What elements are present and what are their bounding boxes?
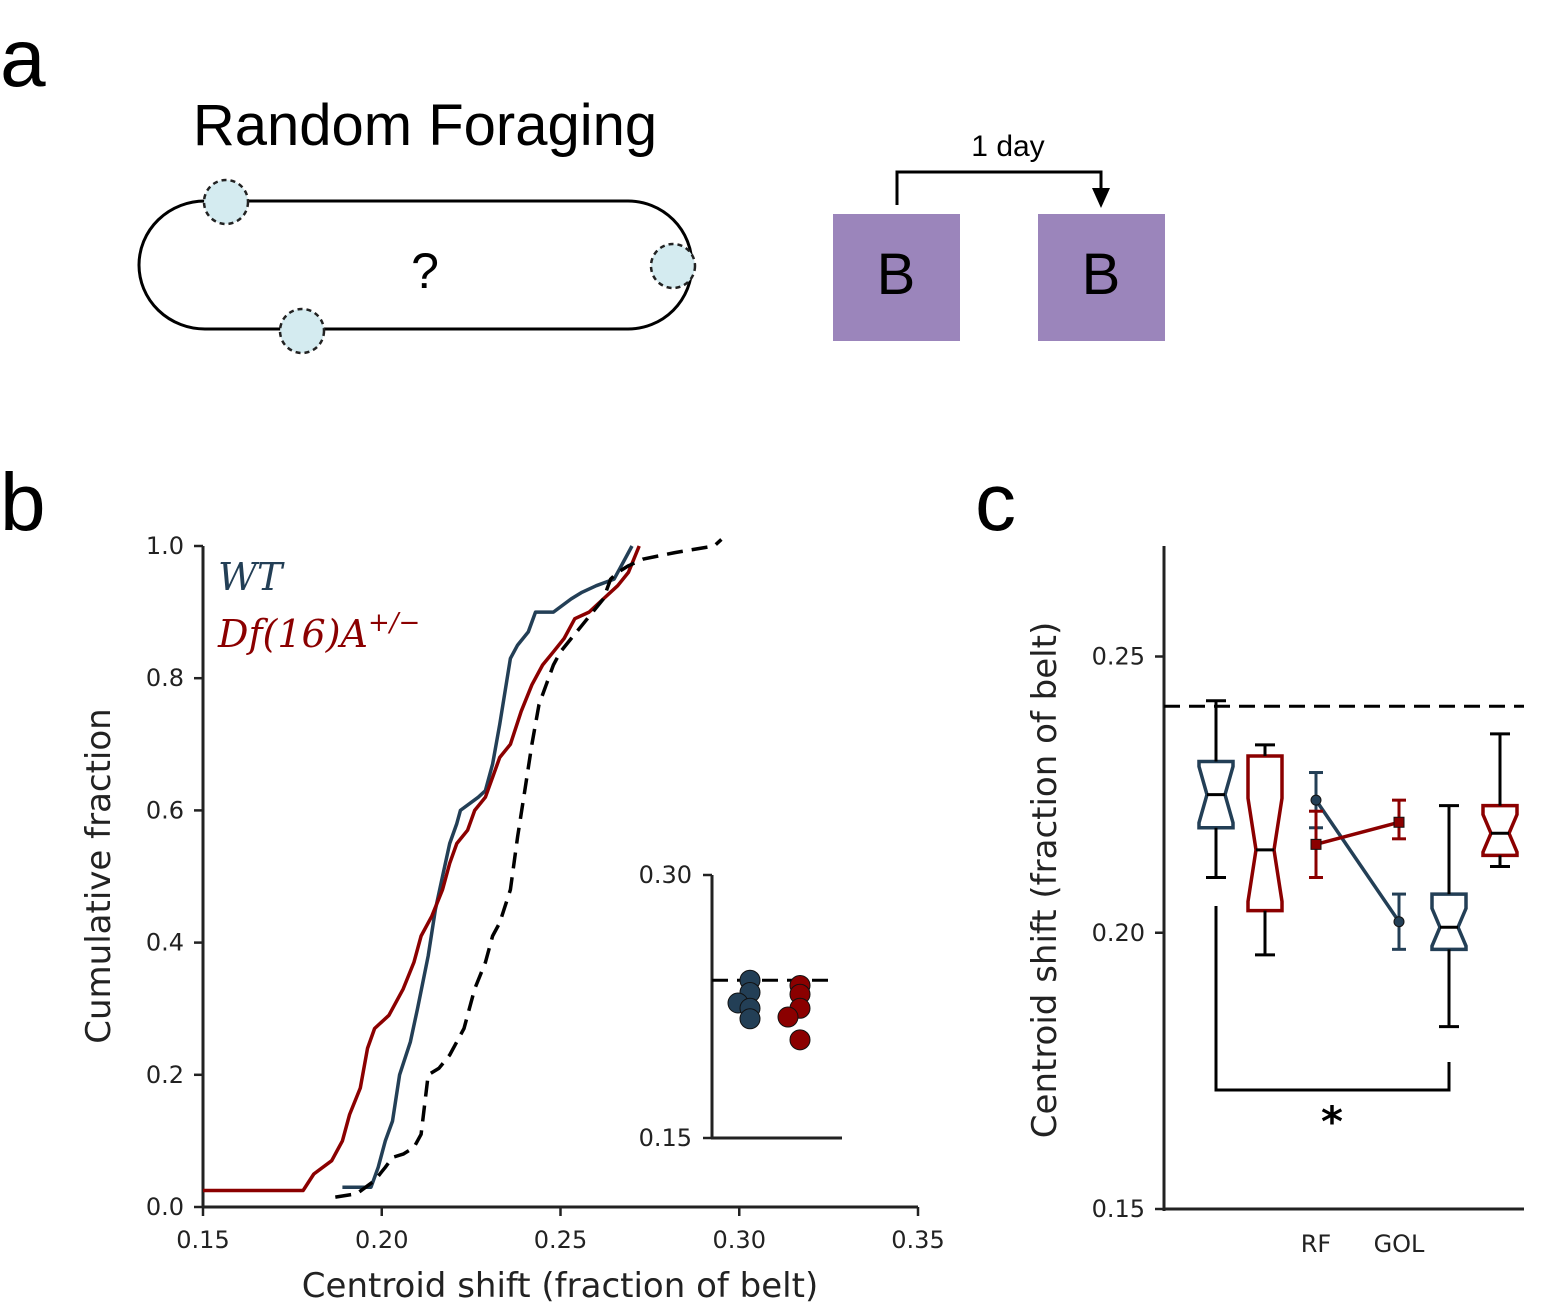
reward-zone-3 xyxy=(278,307,326,355)
legend-df-superscript: +/− xyxy=(368,608,420,638)
panel-b-y-label: Cumulative fraction xyxy=(79,708,119,1043)
c-x-tick-label: GOL xyxy=(1374,1230,1425,1258)
mean-marker-df xyxy=(1393,816,1405,828)
session-box-2 xyxy=(1038,214,1165,341)
box-wt-RF xyxy=(1197,759,1235,830)
panel-b-cdf-lines xyxy=(203,538,723,1199)
y-tick-label: 0.6 xyxy=(146,796,184,824)
panel-c-x-ticks: RF GOL xyxy=(1301,1230,1425,1258)
y-tick-label: 0.0 xyxy=(146,1193,184,1221)
inset-point-wt xyxy=(739,1008,761,1030)
inset-points xyxy=(712,969,834,1051)
belt-track xyxy=(137,199,694,331)
panel-b-y-ticks: 0.0 0.2 0.4 0.6 0.8 1.0 xyxy=(146,532,203,1221)
interval-bracket xyxy=(895,170,1103,205)
panel-b-letter: b xyxy=(0,457,46,548)
panel-a-letter: a xyxy=(0,13,46,104)
panel-b-x-ticks: 0.15 0.20 0.25 0.30 0.35 xyxy=(176,1207,945,1254)
legend-df: Df(16)A+/− xyxy=(217,608,420,656)
panel-c-plot xyxy=(1164,699,1524,1092)
significance-marker: * xyxy=(1321,1097,1343,1146)
reward-zone-2 xyxy=(649,242,697,290)
unknown-reward-marker: ? xyxy=(411,243,439,299)
c-y-tick-label: 0.15 xyxy=(1092,1195,1145,1223)
c-y-tick-label: 0.25 xyxy=(1092,643,1145,671)
panel-c: c 0.25 0.20 0.15 RF GOL Centroid shift (fra… xyxy=(975,457,1524,1258)
y-tick-label: 0.2 xyxy=(146,1061,184,1089)
y-tick-label: 1.0 xyxy=(146,532,184,560)
session-box-1-label: B xyxy=(877,242,916,307)
c-y-tick-label: 0.20 xyxy=(1092,919,1145,947)
x-tick-label: 0.20 xyxy=(355,1226,408,1254)
panel-b: b 0.15 0.20 0.25 0.30 0.35 0.0 0.2 0.4 0.6 0.8 1.… xyxy=(0,457,945,1304)
interval-label: 1 day xyxy=(971,130,1044,163)
cdf-line-shuffle xyxy=(335,538,723,1199)
legend-df-name: Df(16)A xyxy=(217,612,368,656)
x-tick-label: 0.35 xyxy=(891,1226,944,1254)
panel-a: a Random Foraging ? 1 day B B xyxy=(0,13,1165,355)
y-tick-label: 0.8 xyxy=(146,664,184,692)
y-tick-label: 0.4 xyxy=(146,929,184,957)
cdf-line-df xyxy=(203,545,641,1193)
cdf-line-wt xyxy=(342,545,634,1189)
panel-c-y-label: Centroid shift (fraction of belt) xyxy=(1025,622,1065,1138)
session-box-1 xyxy=(833,214,960,341)
inset-y-tick-label: 0.30 xyxy=(639,861,692,889)
box-df-RF xyxy=(1246,754,1284,913)
box-df-GOL xyxy=(1481,803,1519,858)
mean-line-df xyxy=(1315,820,1400,847)
significance-bracket xyxy=(1214,906,1451,1092)
mean-line-wt xyxy=(1314,799,1401,923)
inset-point-df xyxy=(789,1029,811,1051)
panel-c-y-ticks: 0.25 0.20 0.15 xyxy=(1092,643,1164,1223)
mean-marker-wt xyxy=(1393,916,1405,928)
x-tick-label: 0.25 xyxy=(534,1226,587,1254)
c-x-tick-label: RF xyxy=(1301,1230,1331,1258)
x-tick-label: 0.30 xyxy=(713,1226,766,1254)
interval-arrowhead xyxy=(1092,188,1110,208)
panel-b-x-label: Centroid shift (fraction of belt) xyxy=(302,1266,818,1304)
session-box-2-label: B xyxy=(1082,242,1121,307)
reward-zone-1 xyxy=(202,178,250,226)
panel-b-inset: 0.30 0.15 xyxy=(639,861,842,1152)
legend-wt: WT xyxy=(218,555,285,599)
panel-c-letter: c xyxy=(975,457,1016,548)
mean-marker-df xyxy=(1310,838,1322,850)
inset-y-tick-label: 0.15 xyxy=(639,1124,692,1152)
inset-y-ticks: 0.30 0.15 xyxy=(639,861,712,1152)
box-wt-GOL xyxy=(1430,892,1468,952)
panel-a-title: Random Foraging xyxy=(193,93,657,158)
mean-marker-wt xyxy=(1310,794,1322,806)
x-tick-label: 0.15 xyxy=(176,1226,229,1254)
inset-point-df xyxy=(777,1006,799,1028)
